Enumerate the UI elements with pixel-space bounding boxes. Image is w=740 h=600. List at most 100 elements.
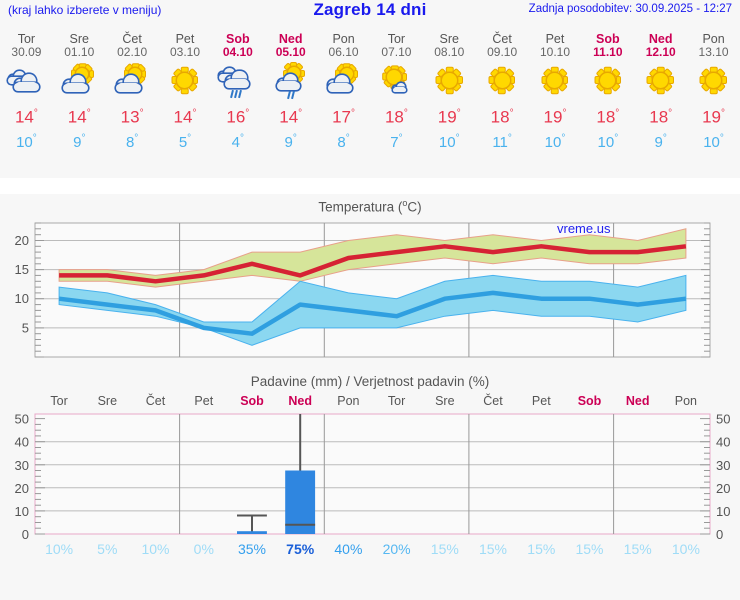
y-axis-tick-label-left: 40 <box>15 434 29 449</box>
day-of-week: Sre <box>69 32 89 46</box>
sun-ray <box>291 63 297 66</box>
sunny-icon <box>585 63 631 101</box>
forecast-day-column[interactable]: Ned 05.10 14° 9° <box>264 24 317 153</box>
precipitation-chart-block: Padavine (mm) / Verjetnost padavin (%) T… <box>0 369 740 561</box>
y-axis-tick-label-left: 10 <box>15 503 29 518</box>
weather-icon-slot <box>159 63 212 101</box>
sun-disc <box>177 72 193 88</box>
precip-day-label: Čet <box>483 393 503 408</box>
weather-icon-slot <box>317 63 370 101</box>
cloudy-icon <box>3 63 49 101</box>
sun-ray <box>193 77 198 83</box>
precip-day-label: Ned <box>288 394 312 408</box>
sun-ray <box>437 77 441 83</box>
page-title: Zagreb 14 dni <box>313 0 427 19</box>
precip-probability-label: 15% <box>624 541 652 557</box>
temp-max: 16° <box>226 107 250 127</box>
weather-icon-slot <box>529 63 582 101</box>
forecast-day-column[interactable]: Ned 12.10 18° 9° <box>634 24 687 153</box>
temp-max: 19° <box>437 107 461 127</box>
precip-probability-label: 40% <box>334 541 362 557</box>
day-date: 02.10 <box>117 45 148 59</box>
sun-ray <box>446 88 453 93</box>
day-of-week: Tor <box>17 32 36 46</box>
sun-ray <box>563 77 568 83</box>
precip-probability-label: 0% <box>194 541 214 557</box>
precip-probability-label: 15% <box>479 541 507 557</box>
precip-day-label: Čet <box>146 393 166 408</box>
day-date: 03.10 <box>169 45 200 59</box>
temp-max: 14° <box>173 107 197 127</box>
precip-probability-label: 15% <box>431 541 459 557</box>
precip-bar[interactable] <box>237 530 267 534</box>
temp-min: 10° <box>544 132 566 151</box>
temp-max: 18° <box>649 107 673 127</box>
sun-ray <box>710 88 717 93</box>
sun-ray <box>181 67 188 72</box>
day-date: 01.10 <box>64 45 95 59</box>
rain-drop <box>286 90 291 100</box>
sun-ray <box>657 88 664 93</box>
forecast-day-column[interactable]: Tor 07.10 18° 7° <box>370 24 423 153</box>
rain-drop <box>290 90 295 100</box>
sunny-icon <box>638 63 684 101</box>
sun-ray <box>172 77 177 83</box>
temp-min-line <box>58 290 687 336</box>
y-axis-tick-label: 15 <box>15 262 29 277</box>
precip-probability-label: 10% <box>672 541 700 557</box>
sun-ray <box>89 71 93 77</box>
temp-max: 14° <box>279 107 303 127</box>
sunny-icon <box>426 63 472 101</box>
forecast-day-column[interactable]: Pet 10.10 19° 10° <box>529 24 582 153</box>
temp-max: 19° <box>543 107 567 127</box>
sun-ray <box>648 77 652 83</box>
day-of-week: Pet <box>545 32 565 46</box>
forecast-day-column[interactable]: Pon 06.10 17° 8° <box>317 24 370 153</box>
sunny-icon <box>532 63 578 101</box>
sun-ray <box>499 67 506 72</box>
page-header: (kraj lahko izberete v meniju) Zagreb 14… <box>0 0 740 24</box>
precip-day-label: Pon <box>675 394 697 408</box>
temp-min: 11° <box>492 132 512 151</box>
temp-max: 14° <box>67 107 91 127</box>
sun-ray <box>458 77 462 83</box>
sunny-icon <box>479 63 525 101</box>
sun-ray <box>300 70 304 76</box>
temp-min: 7° <box>390 132 403 151</box>
temp-max: 18° <box>384 107 408 127</box>
forecast-day-column[interactable]: Čet 02.10 13° 8° <box>106 24 159 153</box>
day-date: 06.10 <box>328 45 359 59</box>
precip-probability-label: 75% <box>286 541 315 557</box>
sun-ray <box>489 77 494 83</box>
day-of-week: Pon <box>702 32 725 46</box>
forecast-day-column[interactable]: Sob 11.10 18° 10° <box>581 24 634 153</box>
precip-probability-label: 10% <box>45 541 73 557</box>
sun-disc <box>547 72 563 88</box>
forecast-day-column[interactable]: Sob 04.10 16° 4° <box>211 24 264 153</box>
day-date: 04.10 <box>222 45 253 59</box>
sun-ray <box>446 67 453 72</box>
weather-icon-slot <box>264 63 317 101</box>
weather-icon-slot <box>370 63 423 101</box>
forecast-day-column[interactable]: Pet 03.10 14° 5° <box>159 24 212 153</box>
chart-gap <box>0 366 740 370</box>
day-date: 08.10 <box>434 45 465 59</box>
precip-probability-label: 15% <box>527 541 555 557</box>
forecast-day-column[interactable]: Čet 09.10 18° 11° <box>476 24 529 153</box>
precip-day-label: Sob <box>240 394 264 408</box>
rain-icon <box>215 63 261 101</box>
day-of-week: Sob <box>226 32 250 46</box>
sunny-icon <box>691 63 737 101</box>
forecast-day-column[interactable]: Pon 13.10 19° 10° <box>687 24 740 153</box>
forecast-day-column[interactable]: Tor 30.09 14° 10° <box>0 24 53 153</box>
temp-min: 10° <box>703 132 724 151</box>
forecast-day-column[interactable]: Sre 01.10 14° 9° <box>53 24 106 153</box>
temp-max: 14° <box>14 107 38 127</box>
day-of-week: Čet <box>122 32 142 46</box>
sun-ray <box>353 71 357 77</box>
weather-icon-slot <box>423 63 476 101</box>
precip-bar[interactable] <box>285 470 316 534</box>
sun-ray <box>710 67 717 72</box>
forecast-day-column[interactable]: Sre 08.10 19° 10° <box>423 24 476 153</box>
partly-sunny-icon <box>321 63 367 101</box>
